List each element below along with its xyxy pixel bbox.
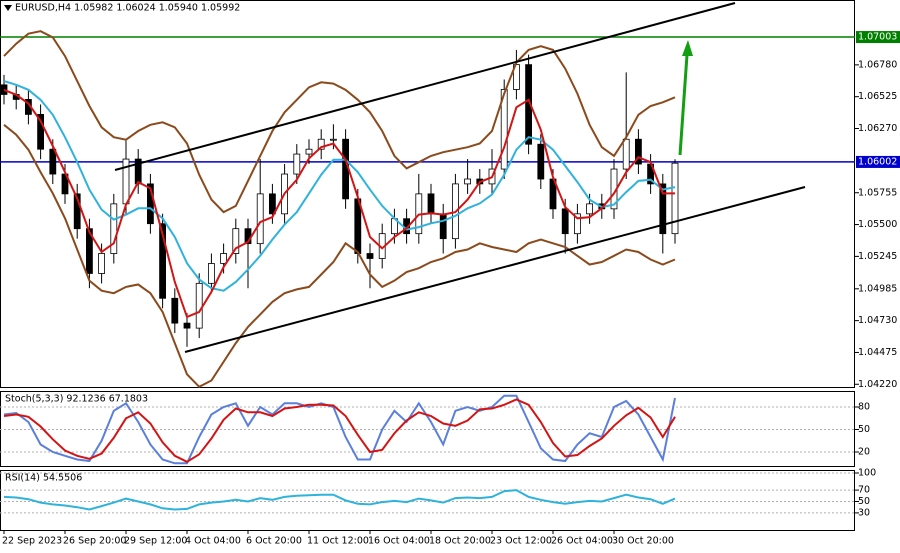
candle-body (37, 114, 44, 150)
series-line (3, 30, 676, 214)
candle-body (256, 193, 264, 245)
x-tick-label: 18 Oct 20:00 (429, 536, 491, 547)
level-label-box (856, 31, 900, 44)
candle-body (329, 138, 337, 141)
series-line (3, 80, 676, 292)
candle-body (635, 138, 642, 165)
candle-body (317, 138, 325, 150)
candle-body (73, 193, 81, 230)
x-tick-label: 4 Oct 04:00 (185, 536, 241, 547)
candle-body (207, 263, 215, 284)
x-tick-label: 11 Oct 12:00 (307, 536, 369, 547)
candle-body (195, 282, 203, 329)
y-tick-label: 1.05755 (858, 187, 897, 198)
rsi-title: RSI(14) 54.5506 (5, 473, 82, 484)
x-tick-label: 16 Oct 04:00 (368, 536, 430, 547)
arrow-head (682, 40, 693, 56)
candle-body (159, 223, 167, 299)
y-tick-label: 50 (858, 424, 870, 435)
price-panel (0, 0, 855, 388)
candle-body (171, 297, 179, 324)
candle-body (146, 183, 154, 225)
y-tick-label: 1.05500 (858, 219, 897, 230)
y-tick-label: 1.06780 (858, 59, 897, 70)
y-tick-label: 20 (858, 447, 870, 458)
candle-body (464, 178, 472, 185)
y-tick-label: 1.04220 (858, 379, 897, 390)
candle-body (659, 183, 667, 235)
candle-body (98, 253, 105, 274)
candle-body (305, 148, 313, 155)
y-tick-label: 70 (858, 485, 870, 496)
series-line (3, 398, 676, 463)
candle-body (439, 213, 447, 240)
candle-body (525, 64, 532, 145)
symbol-icon (4, 5, 12, 11)
y-tick-label: 1.06270 (858, 123, 897, 134)
x-tick-label: 29 Sep 12:00 (124, 536, 187, 547)
y-tick-label: 1.06525 (858, 91, 897, 102)
candle-body (427, 193, 435, 215)
candle-body (49, 148, 57, 175)
plot-layer: 1.06780 1.06525 1.06270 1.05755 1.05500 1.052… (0, 30, 900, 547)
channel-upper (114, 2, 736, 171)
candle-body (0, 84, 8, 95)
stoch-title: Stoch(5,3,3) 92.1236 67.1803 (5, 394, 148, 405)
x-tick-label: 22 Sep 2023 (2, 536, 62, 547)
candle-body (561, 208, 569, 235)
x-tick-label: 23 Oct 12:00 (490, 536, 552, 547)
y-tick-label: 1.04730 (858, 315, 897, 326)
y-tick-label: 50 (858, 496, 870, 507)
series-line (3, 88, 675, 319)
candle-body (671, 162, 679, 235)
candle-body (220, 253, 228, 264)
candle-body (110, 203, 118, 254)
level-label-box (856, 155, 900, 168)
x-tick-label: 26 Oct 04:00 (551, 536, 613, 547)
y-tick-label: 30 (858, 507, 870, 518)
y-tick-label: 1.04985 (858, 283, 897, 294)
candle-body (232, 228, 240, 254)
candle-body (293, 153, 301, 175)
candle-body (366, 253, 374, 259)
arrow-shaft (678, 54, 689, 156)
candle-body (537, 143, 545, 180)
y-tick-label: 1.05245 (858, 251, 897, 262)
y-tick-label: 100 (858, 468, 876, 479)
y-tick-label: 1.04475 (858, 347, 897, 358)
level-label: 1.06002 (858, 156, 897, 167)
series-line (3, 489, 676, 511)
price-title: EURUSD,H4 1.05982 1.06024 1.05940 1.0599… (15, 3, 240, 14)
x-tick-label: 26 Sep 20:00 (63, 536, 126, 547)
level-label: 1.07003 (858, 32, 897, 43)
candle-body (268, 193, 276, 215)
rsi-panel (0, 470, 855, 531)
candle-body (574, 213, 581, 235)
candle-body (86, 228, 93, 274)
series-line (3, 124, 676, 389)
x-tick-label: 30 Oct 20:00 (612, 536, 674, 547)
series-line (3, 394, 676, 465)
candle-body (500, 89, 508, 170)
candle-body (183, 322, 191, 329)
x-tick-label: 6 Oct 20:00 (246, 536, 302, 547)
candle-body (586, 203, 593, 215)
channel-lower (184, 186, 806, 353)
y-tick-label: 80 (858, 402, 870, 413)
candle-body (622, 138, 630, 170)
